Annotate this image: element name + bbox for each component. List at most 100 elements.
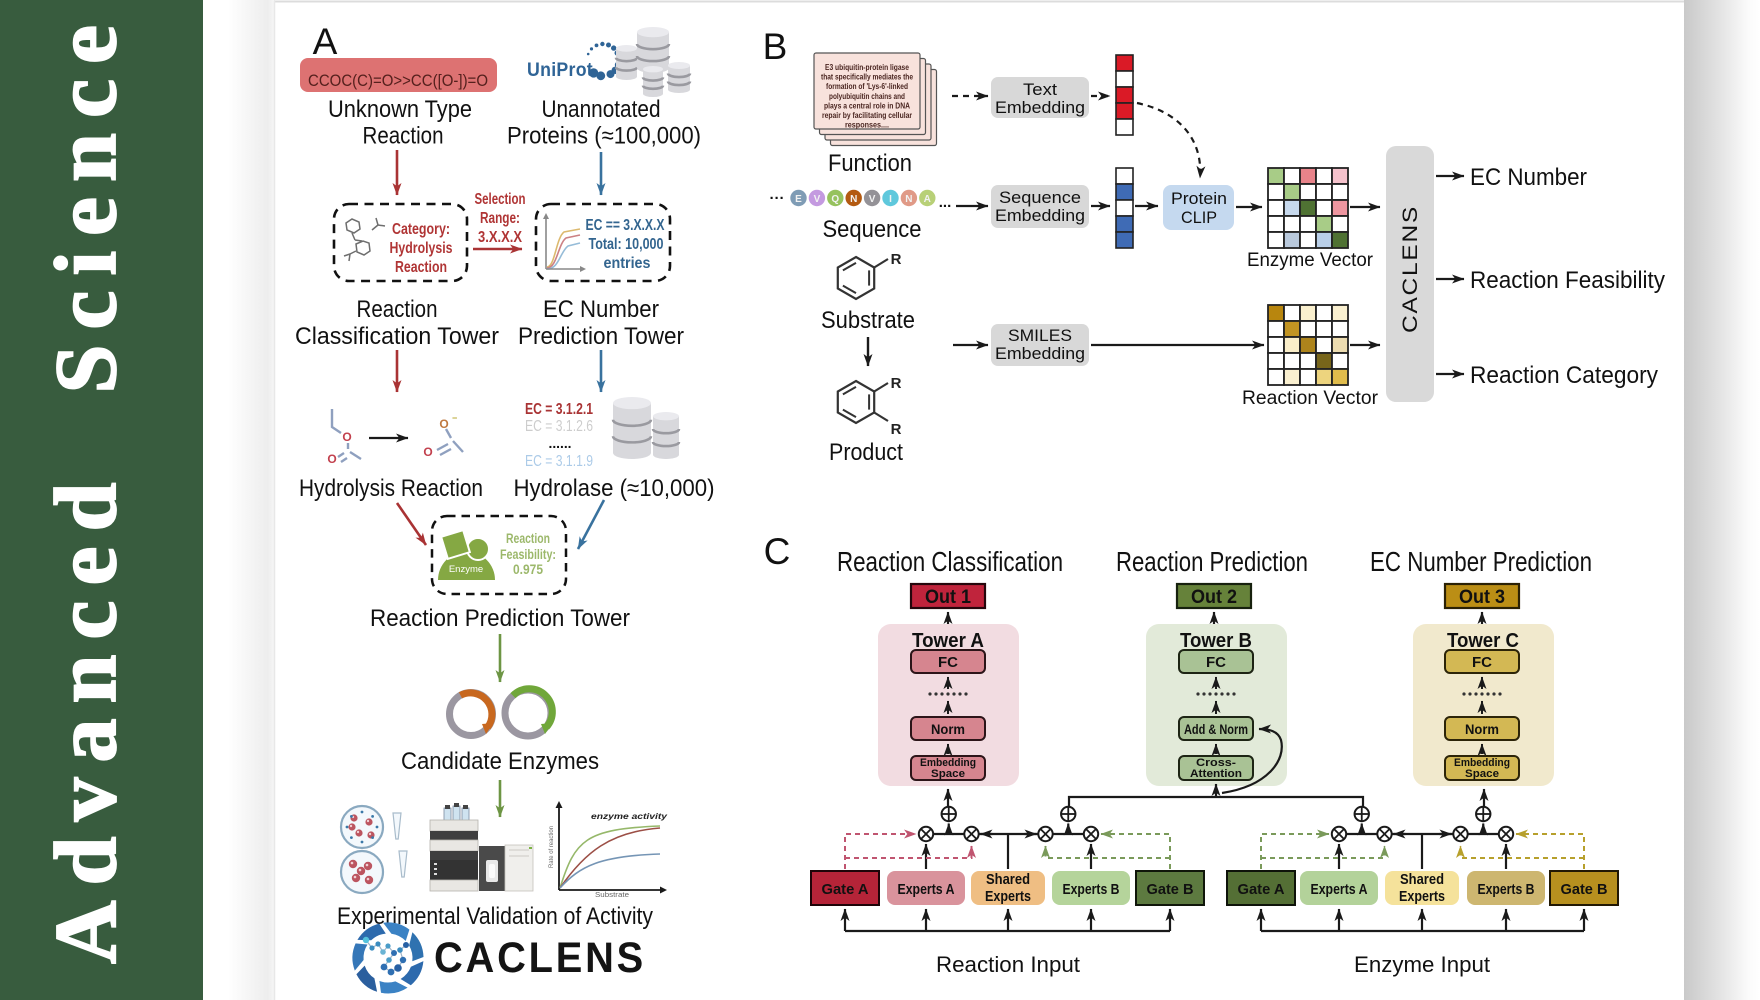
svg-text:Hydrolase (≈10,000): Hydrolase (≈10,000) [514,475,715,502]
svg-text:Substrate: Substrate [595,890,629,899]
svg-text:that specifically mediates the: that specifically mediates the [821,73,913,82]
svg-text:EC = 3.1.2.1: EC = 3.1.2.1 [525,401,593,418]
svg-text:N: N [850,194,857,205]
svg-text:Out 1: Out 1 [925,587,971,608]
svg-text:Embedding: Embedding [995,98,1085,117]
svg-text:formation of 'Lys-6'-linked: formation of 'Lys-6'-linked [826,82,908,91]
svg-text:FC: FC [1472,655,1493,671]
svg-text:Gate A: Gate A [1238,881,1285,898]
svg-text:......: ...... [549,435,572,451]
svg-text:Shared: Shared [986,871,1030,888]
svg-text:O: O [439,417,448,431]
svg-text:Function: Function [828,150,912,177]
svg-text:FC: FC [938,655,959,671]
svg-text:Reaction: Reaction [363,123,444,150]
svg-text:Tower B: Tower B [1180,630,1252,652]
svg-text:E: E [795,194,802,205]
svg-text:N: N [905,194,912,205]
svg-text:FC: FC [1206,655,1227,671]
svg-text:Experts A: Experts A [1311,881,1368,898]
svg-text:Out 3: Out 3 [1459,587,1505,608]
svg-text:Cross-: Cross- [1196,757,1236,769]
svg-text:Space: Space [1465,768,1499,780]
svg-text:Experimental Validation of Act: Experimental Validation of Activity [337,903,653,930]
svg-text:Attention: Attention [1190,768,1242,780]
svg-text:Norm: Norm [931,722,965,737]
svg-text:I: I [889,194,892,205]
svg-text:Product: Product [829,439,903,466]
svg-text:Reaction Vector: Reaction Vector [1242,388,1379,409]
svg-text:O: O [423,445,432,459]
svg-text:EC == 3.X.X.X: EC == 3.X.X.X [586,217,666,234]
svg-text:R: R [891,251,902,268]
svg-text:UniProt: UniProt [527,60,593,81]
svg-text:0.975: 0.975 [513,562,543,577]
svg-text:Reaction Classification: Reaction Classification [837,546,1063,577]
svg-text:Experts: Experts [1399,888,1445,905]
svg-text:Prediction Tower: Prediction Tower [518,323,684,350]
svg-text:EC Number: EC Number [1470,164,1587,191]
svg-text:Text: Text [1023,80,1057,99]
svg-text:Sequence: Sequence [999,188,1081,207]
svg-text:R: R [891,375,902,392]
svg-text:Proteins (≈100,000): Proteins (≈100,000) [507,123,701,150]
svg-text:enzyme activity: enzyme activity [591,812,668,821]
svg-text:CACLENS: CACLENS [434,934,646,982]
svg-text:Reaction: Reaction [506,531,550,546]
svg-text:Protein: Protein [1171,189,1227,208]
svg-text:Shared: Shared [1400,871,1444,888]
svg-text:Feasibility:: Feasibility: [500,547,556,562]
svg-text:EC = 3.1.2.6: EC = 3.1.2.6 [525,418,593,435]
svg-text:A: A [313,21,338,62]
svg-text:A: A [924,194,931,205]
svg-text:Embedding: Embedding [995,206,1085,225]
svg-text:Gate B: Gate B [1147,881,1194,898]
svg-text:C: C [764,531,791,572]
svg-text:Classification Tower: Classification Tower [295,323,499,350]
svg-text:Unknown Type: Unknown Type [328,96,472,123]
svg-text:Enzyme: Enzyme [449,564,483,575]
svg-text:CCOC(C)=O>>CC([O-])=O: CCOC(C)=O>>CC([O-])=O [308,72,488,90]
svg-text:entries: entries [604,255,651,272]
svg-text:Q: Q [831,194,839,205]
svg-text:EC = 3.1.1.9: EC = 3.1.1.9 [525,453,593,470]
svg-text:···: ··· [770,190,785,207]
svg-text:Enzyme Input: Enzyme Input [1354,952,1490,977]
svg-text:Norm: Norm [1465,722,1499,737]
svg-text:Rate of reaction: Rate of reaction [548,825,555,868]
svg-text:CLIP: CLIP [1181,208,1217,227]
svg-text:Reaction Input: Reaction Input [936,952,1080,977]
svg-text:Substrate: Substrate [821,307,915,334]
svg-text:O: O [342,430,351,444]
svg-text:CACLENS: CACLENS [1399,205,1422,333]
svg-text:Embedding: Embedding [1454,757,1510,769]
svg-text:Out 2: Out 2 [1191,587,1237,608]
svg-text:...: ... [939,194,952,211]
svg-text:Category:: Category: [392,221,450,238]
svg-text:Hydrolysis: Hydrolysis [390,240,453,257]
svg-text:Reaction Feasibility: Reaction Feasibility [1470,267,1665,294]
svg-text:Reaction: Reaction [357,296,438,323]
svg-text:Embedding: Embedding [995,344,1085,363]
svg-text:responses....: responses.... [845,121,889,130]
svg-text:Candidate Enzymes: Candidate Enzymes [401,748,599,775]
svg-text:O: O [327,452,336,466]
svg-text:Space: Space [931,768,965,780]
svg-text:B: B [763,26,788,67]
svg-text:plays a central role in DNA: plays a central role in DNA [824,101,910,110]
svg-text:Selection: Selection [475,191,526,208]
svg-text:Reaction Prediction Tower: Reaction Prediction Tower [370,605,630,632]
svg-text:Experts A: Experts A [898,881,955,898]
svg-text:Sequence: Sequence [823,216,922,243]
svg-text:repair by facilitating cellula: repair by facilitating cellular [822,111,912,120]
svg-text:Total: 10,000: Total: 10,000 [589,236,664,253]
svg-text:Reaction Category: Reaction Category [1470,362,1658,389]
svg-text:Embedding: Embedding [920,757,976,769]
svg-text:−: − [452,413,457,423]
svg-text:V: V [869,194,876,205]
svg-text:3.X.X.X: 3.X.X.X [478,229,523,246]
svg-text:polyubiquitin chains and: polyubiquitin chains and [829,92,905,101]
svg-text:Enzyme Vector: Enzyme Vector [1247,250,1374,271]
svg-text:Tower C: Tower C [1447,630,1519,652]
svg-text:R: R [891,421,902,438]
